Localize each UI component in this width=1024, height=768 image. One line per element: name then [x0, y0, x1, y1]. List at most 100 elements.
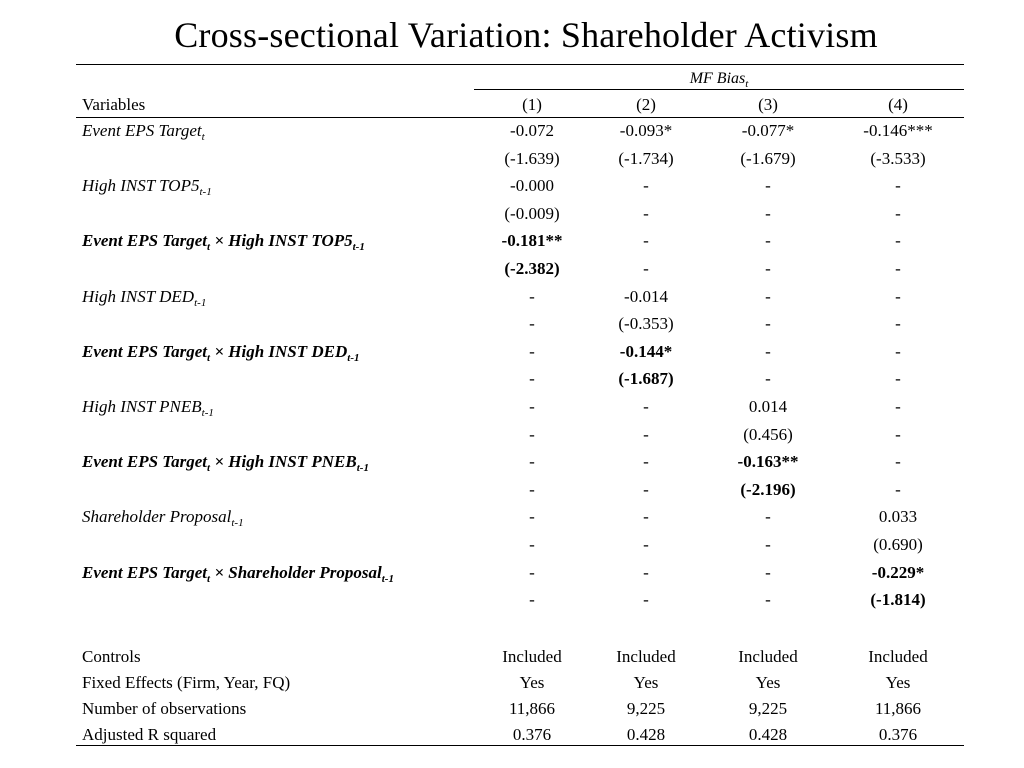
table-bottom-rule	[76, 745, 964, 746]
t-stat-cell: -	[529, 314, 535, 334]
coefficient-cell: -	[895, 231, 901, 251]
t-stat-cell: -	[643, 424, 649, 444]
t-stat-cell: -	[643, 535, 649, 554]
coefficient-cell: -	[765, 286, 771, 306]
footer-label: Controls	[82, 647, 141, 666]
t-stat-cell: (-0.009)	[504, 203, 560, 223]
coefficient-cell: -	[643, 231, 649, 251]
variable-label-text: High INST DED	[82, 286, 195, 306]
t-stat-cell: (-1.687)	[618, 369, 674, 389]
variable-label: Event EPS Targett × High INST TOP5t-1	[82, 231, 365, 254]
t-stat-cell: -	[765, 590, 771, 610]
footer-value: 11,866	[874, 699, 922, 718]
variable-label-subscript: t-1	[201, 407, 214, 419]
t-stat-cell: -	[895, 259, 901, 278]
column-header: (2)	[636, 95, 656, 114]
column-header: (3)	[758, 95, 778, 114]
footer-value: Yes	[633, 673, 659, 692]
t-stat-cell: -	[529, 535, 535, 554]
footer-label: Fixed Effects (Firm, Year, FQ)	[82, 673, 291, 692]
t-stat-cell: -	[643, 479, 649, 499]
variable-label: Shareholder Proposalt-1	[82, 507, 244, 530]
variable-label: High INST TOP5t-1	[82, 176, 212, 198]
t-stat-cell: -	[643, 203, 649, 223]
footer-value: 9,225	[626, 699, 666, 718]
t-stat-cell: -	[765, 314, 771, 334]
variable-label-subscript: t-1	[352, 241, 365, 254]
variable-label-text: High INST TOP5	[82, 176, 200, 196]
header-bottom-rule	[76, 117, 964, 118]
variable-label: Event EPS Targett × High INST PNEBt-1	[82, 452, 369, 475]
variable-label-subscript: t-1	[231, 517, 244, 530]
variable-label-interaction: × High INST PNEB	[210, 452, 357, 472]
t-stat-cell: -	[895, 479, 901, 499]
coefficient-cell: -0.000	[510, 176, 554, 196]
footer-value: Included	[868, 647, 928, 666]
t-stat-cell: -	[765, 203, 771, 223]
column-header: (1)	[522, 95, 542, 114]
t-stat-cell: -	[895, 203, 901, 223]
footer-value: Yes	[755, 673, 781, 692]
coefficient-cell: -	[895, 397, 901, 416]
coefficient-cell: -	[643, 507, 649, 527]
footer-label: Adjusted R squared	[82, 725, 217, 744]
footer-value: Included	[616, 647, 676, 666]
t-stat-cell: (0.456)	[743, 424, 793, 444]
t-stat-cell: (-1.814)	[870, 590, 926, 610]
coefficient-cell: -0.093*	[619, 121, 673, 140]
t-stat-cell: (-2.382)	[504, 259, 560, 278]
t-stat-cell: -	[529, 424, 535, 444]
variable-label-subscript: t-1	[356, 462, 369, 475]
footer-label: Number of observations	[82, 699, 247, 718]
coefficient-cell: -0.014	[624, 286, 668, 306]
coefficient-cell: -	[895, 286, 901, 306]
t-stat-cell: -	[765, 259, 771, 278]
t-stat-cell: -	[529, 479, 535, 499]
coefficient-cell: -0.181**	[501, 231, 563, 251]
t-stat-cell: -	[643, 590, 649, 610]
variable-label: Event EPS Targett × Shareholder Proposal…	[82, 562, 394, 585]
t-stat-cell: -	[765, 535, 771, 554]
t-stat-cell: -	[529, 590, 535, 610]
footer-value: 0.376	[878, 725, 918, 744]
coefficient-cell: -	[529, 507, 535, 527]
variable-label-subscript: t-1	[194, 296, 207, 309]
coefficient-cell: -0.144*	[619, 341, 673, 361]
t-stat-cell: (-1.734)	[618, 148, 674, 168]
variable-label: High INST DEDt-1	[82, 286, 207, 309]
variable-label: Event EPS Targett × High INST DEDt-1	[82, 341, 360, 364]
footer-value: 0.428	[748, 725, 788, 744]
variable-label-text: Event EPS Target	[82, 231, 207, 251]
variable-label-text: Event EPS Target	[82, 562, 207, 582]
group-header-subscript: t	[745, 78, 749, 90]
footer-value: Yes	[519, 673, 545, 692]
variable-label-subscript: t	[207, 241, 211, 254]
coefficient-cell: -0.072	[510, 121, 554, 140]
coefficient-cell: -	[765, 231, 771, 251]
t-stat-cell: (-0.353)	[618, 314, 674, 334]
coefficient-cell: -0.146***	[863, 121, 933, 140]
coefficient-cell: -	[643, 397, 649, 416]
group-header-rule	[474, 89, 964, 90]
coefficient-cell: -	[765, 507, 771, 527]
coefficient-cell: -0.229*	[871, 562, 925, 582]
coefficient-cell: -	[765, 341, 771, 361]
coefficient-cell: -	[529, 397, 535, 416]
variable-label-interaction: × High INST DED	[210, 341, 348, 361]
table-top-rule	[76, 64, 964, 65]
variable-label-text: High INST PNEB	[82, 397, 202, 416]
variable-label-text: Shareholder Proposal	[82, 507, 232, 527]
footer-value: 0.376	[512, 725, 552, 744]
coefficient-cell: -	[643, 176, 649, 196]
t-stat-cell: (-2.196)	[740, 479, 796, 499]
coefficient-cell: -	[765, 562, 771, 582]
group-header-mf-bias: MF Biast	[474, 69, 964, 90]
coefficient-cell: -0.163**	[737, 452, 799, 472]
variable-label-subscript: t-1	[347, 351, 360, 364]
t-stat-cell: (0.690)	[873, 535, 923, 554]
variable-label-text: Event EPS Target	[82, 452, 207, 472]
coefficient-cell: -	[529, 562, 535, 582]
variable-label-interaction: × Shareholder Proposal	[210, 562, 382, 582]
coefficient-cell: -	[895, 341, 901, 361]
footer-value: Yes	[885, 673, 911, 692]
